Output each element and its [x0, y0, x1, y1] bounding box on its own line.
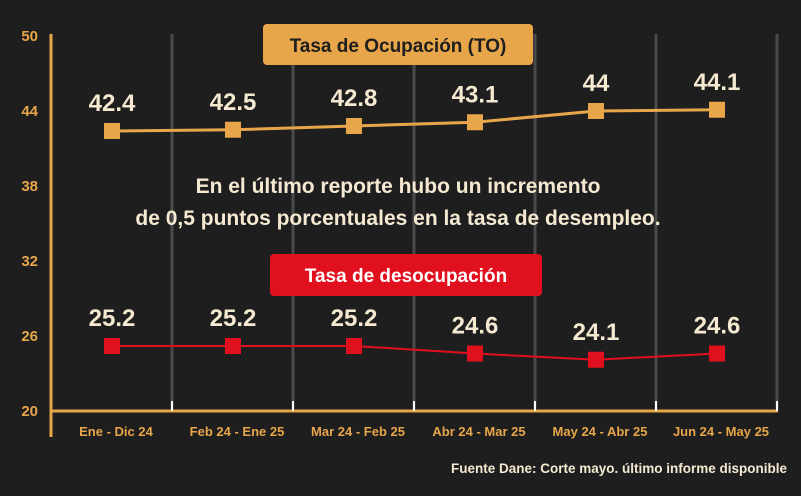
x-tick-label: Abr 24 - Mar 25: [432, 424, 525, 439]
x-tick-label: Jun 24 - May 25: [673, 424, 769, 439]
data-label: 42.4: [89, 90, 136, 117]
title-ocupacion-text: Tasa de Ocupación (TO): [290, 36, 507, 57]
data-label: 43.1: [452, 81, 499, 108]
title-desocupacion: Tasa de desocupación: [270, 254, 542, 296]
data-point: [588, 351, 604, 368]
title-ocupacion-box: [263, 24, 533, 65]
series-ocupacion: 42.4 42.5 42.8 43.1 44 44.1: [89, 69, 741, 139]
x-axis-labels: Ene - Dic 24 Feb 24 - Ene 25 Mar 24 - Feb …: [79, 424, 769, 439]
data-point: [467, 114, 483, 131]
y-tick-label: 26: [21, 328, 38, 345]
axes: [49, 34, 778, 437]
title-desocupacion-text: Tasa de desocupación: [305, 266, 507, 287]
y-tick-label: 38: [21, 178, 38, 195]
y-axis-ticks: 50 44 38 32 26 20: [21, 28, 38, 420]
data-label: 44.1: [694, 69, 741, 96]
y-tick-label: 32: [21, 253, 38, 270]
series-line: [111, 108, 718, 133]
y-tick-label: 44: [21, 103, 38, 120]
data-label: 25.2: [210, 305, 257, 332]
source-note: Fuente Dane: Corte mayo. último informe …: [451, 461, 788, 476]
x-tick-label: Ene - Dic 24: [79, 424, 153, 439]
annotation: En el último reporte hubo un incremento …: [135, 175, 660, 230]
data-label: 24.1: [573, 319, 620, 346]
x-tick-label: May 24 - Abr 25: [553, 424, 648, 439]
data-label: 42.8: [331, 85, 378, 112]
data-point: [225, 338, 241, 354]
series-desocupacion: 25.2 25.2 25.2 24.6 24.1 24.6: [89, 305, 741, 368]
data-point: [346, 118, 362, 134]
data-label: 42.5: [210, 89, 257, 116]
y-tick-label: 50: [21, 28, 38, 45]
data-label: 24.6: [694, 313, 741, 340]
y-tick-label: 20: [21, 403, 38, 420]
data-label: 44: [583, 70, 610, 97]
data-point: [104, 338, 120, 354]
title-ocupacion: Tasa de Ocupación (TO): [263, 24, 533, 65]
data-point: [104, 123, 120, 139]
title-desocupacion-box: [270, 254, 542, 296]
series-line: [112, 345, 718, 361]
annotation-line-2: de 0,5 puntos porcentuales en la tasa de…: [135, 207, 660, 230]
data-label: 24.6: [452, 313, 499, 340]
x-tick-label: Mar 24 - Feb 25: [311, 424, 405, 439]
data-label: 25.2: [331, 305, 378, 332]
x-tick-label: Feb 24 - Ene 25: [190, 424, 285, 439]
grid-lines: [170, 34, 779, 411]
data-point: [467, 345, 483, 362]
data-point: [709, 345, 725, 362]
data-point: [588, 103, 604, 119]
data-point: [225, 121, 241, 138]
data-label: 25.2: [89, 305, 136, 332]
data-point: [709, 101, 725, 118]
data-point: [346, 338, 362, 354]
annotation-line-1: En el último reporte hubo un incremento: [196, 175, 601, 198]
